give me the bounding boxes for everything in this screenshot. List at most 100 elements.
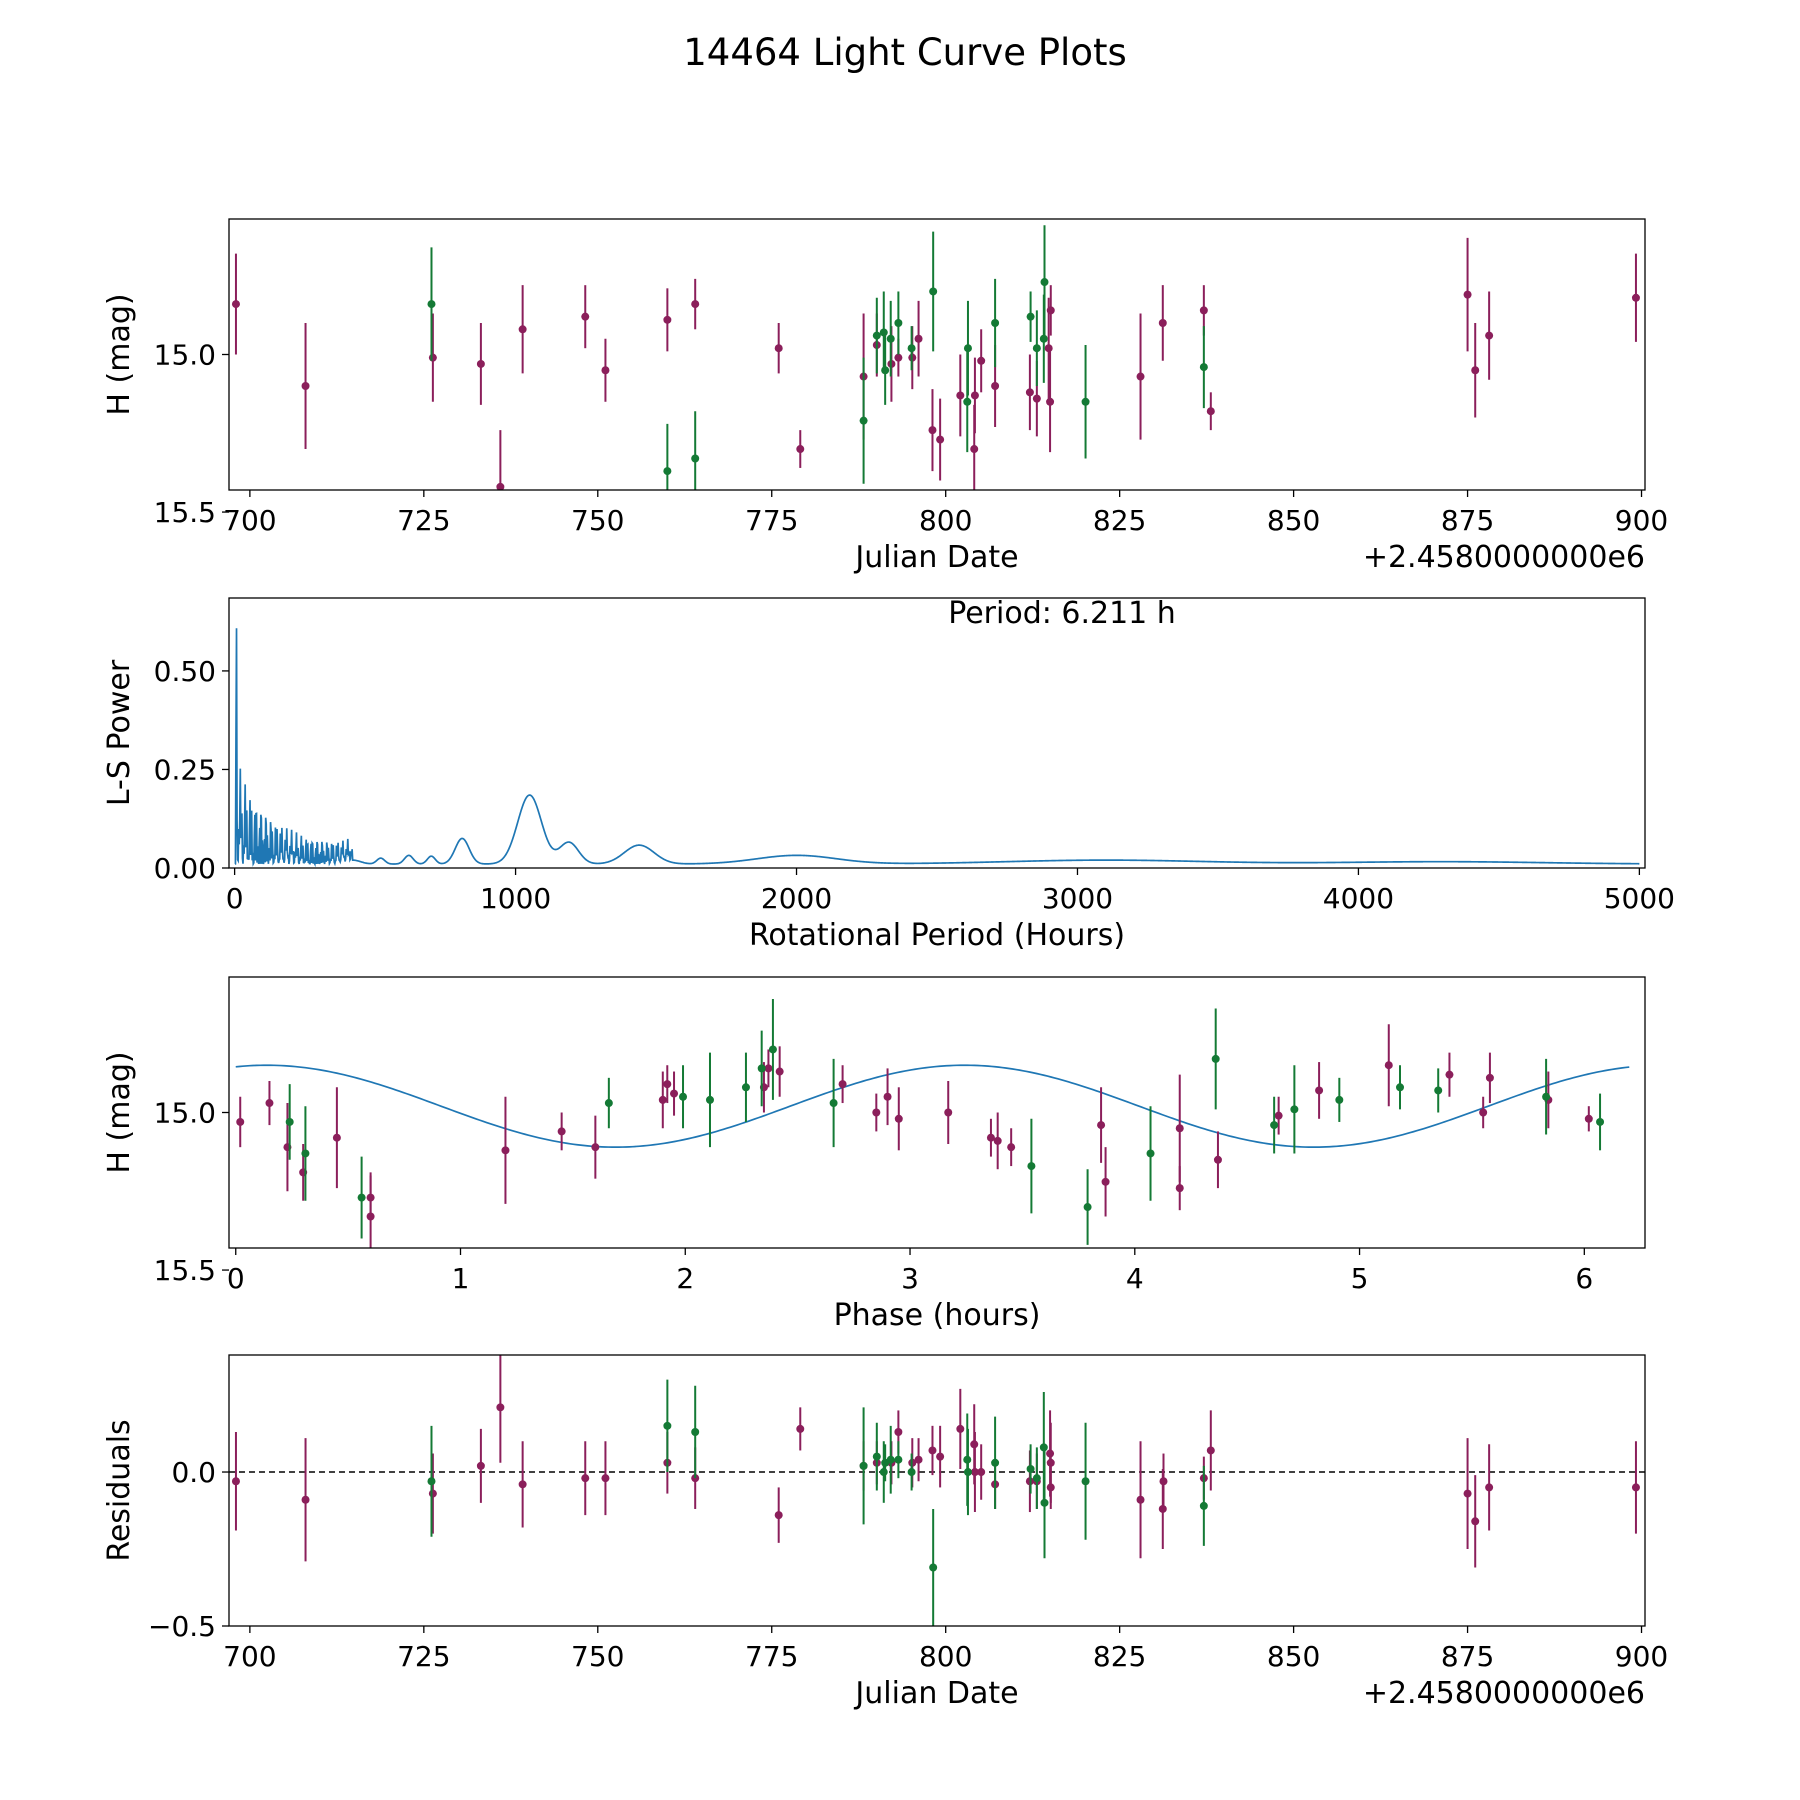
data-point xyxy=(764,1064,773,1073)
data-point xyxy=(894,1427,903,1436)
fit-curve xyxy=(235,1064,1630,1149)
data-point xyxy=(963,344,972,353)
data-point xyxy=(557,1127,566,1136)
x-tick-label: 4000 xyxy=(1323,882,1394,915)
data-point xyxy=(929,287,938,296)
data-point xyxy=(879,328,888,337)
data-point xyxy=(1159,1477,1168,1486)
data-point xyxy=(604,1099,613,1108)
x-axis-label: Julian Date xyxy=(853,1676,1018,1711)
data-point xyxy=(1471,1517,1480,1526)
data-point xyxy=(581,1474,590,1483)
x-tick-label: 0 xyxy=(226,882,244,915)
data-point xyxy=(285,1117,294,1126)
data-point xyxy=(1032,1474,1041,1483)
periodogram-plot-area xyxy=(234,628,1640,868)
periodogram-panel: 0 1000 2000 3000 4000 5000 0.00 0.25 0.50 Rotatio… xyxy=(102,596,1675,953)
x-tick-label: 900 xyxy=(1615,1640,1668,1673)
data-point xyxy=(705,1095,714,1104)
data-point xyxy=(679,1092,688,1101)
data-point xyxy=(663,1080,672,1089)
data-point xyxy=(301,1149,310,1158)
x-tick-label: 825 xyxy=(1093,1640,1146,1673)
data-point xyxy=(1199,1501,1208,1510)
period-annotation: Period: 6.211 h xyxy=(948,596,1176,631)
data-point xyxy=(829,1099,838,1108)
data-point xyxy=(928,426,937,435)
phased_curve-plot-area xyxy=(235,999,1630,1248)
data-point xyxy=(1175,1124,1184,1133)
y-tick-label: 0.00 xyxy=(154,852,216,885)
data-point xyxy=(231,1477,240,1486)
data-point xyxy=(914,1455,923,1464)
series-green xyxy=(427,225,1208,490)
data-point xyxy=(796,1424,805,1433)
data-point xyxy=(501,1146,510,1155)
y-tick-label: 0.25 xyxy=(154,753,216,786)
data-point xyxy=(476,359,485,368)
data-point xyxy=(670,1089,679,1098)
data-point xyxy=(1315,1086,1324,1095)
residuals-panel: 700 725 750 775 800 825 850 875 900 0.0 −0.5 Julian… xyxy=(102,1354,1668,1711)
y-axis-label: H (mag) xyxy=(102,293,137,415)
data-point xyxy=(963,397,972,406)
data-point xyxy=(1007,1143,1016,1152)
data-point xyxy=(774,344,783,353)
phased_curve-panel: 0 1 2 3 4 5 6 15.5 15.0 Phase (hours) H (mag) xyxy=(102,976,1646,1333)
data-point xyxy=(1596,1117,1605,1126)
data-point xyxy=(1290,1105,1299,1114)
data-point xyxy=(929,1563,938,1572)
data-point xyxy=(1046,1458,1055,1467)
data-point xyxy=(1199,306,1208,315)
data-point xyxy=(428,1489,437,1498)
data-point xyxy=(1081,397,1090,406)
data-point xyxy=(907,1468,916,1477)
data-point xyxy=(1026,312,1035,321)
data-point xyxy=(1083,1203,1092,1212)
data-point xyxy=(663,467,672,476)
x-tick-label: 775 xyxy=(745,1640,798,1673)
data-point xyxy=(1384,1061,1393,1070)
x-tick-label: 1000 xyxy=(480,882,551,915)
data-point xyxy=(1032,394,1041,403)
data-point xyxy=(956,1424,965,1433)
data-point xyxy=(914,334,923,343)
data-point xyxy=(1434,1086,1443,1095)
x-tick-label: 700 xyxy=(223,504,276,537)
light_curve-panel: 700 725 750 775 800 825 850 875 900 15.5 15.0 Julia… xyxy=(102,218,1668,575)
data-point xyxy=(757,1064,766,1073)
data-point xyxy=(427,300,436,309)
data-point xyxy=(886,334,895,343)
y-tick-label: 0.50 xyxy=(154,655,216,688)
x-tick-label: 825 xyxy=(1093,504,1146,537)
data-point xyxy=(944,1108,953,1117)
data-point xyxy=(859,1461,868,1470)
y-axis-label: L-S Power xyxy=(102,659,137,806)
data-point xyxy=(366,1212,375,1221)
data-point xyxy=(883,1092,892,1101)
data-point xyxy=(1396,1083,1405,1092)
data-point xyxy=(1335,1095,1344,1104)
data-point xyxy=(986,1133,995,1142)
data-point xyxy=(907,344,916,353)
y-tick-label: 15.5 xyxy=(154,496,216,529)
data-point xyxy=(894,353,903,362)
data-point xyxy=(496,1403,505,1412)
data-point xyxy=(1631,1483,1640,1492)
phased_curve-frame xyxy=(228,976,1646,1249)
data-point xyxy=(1631,293,1640,302)
data-point xyxy=(977,356,986,365)
data-point xyxy=(741,1083,750,1092)
light_curve-frame xyxy=(228,218,1646,491)
data-point xyxy=(970,391,979,400)
data-point xyxy=(1046,397,1055,406)
x-axis-label: Phase (hours) xyxy=(834,1298,1041,1333)
data-point xyxy=(601,1474,610,1483)
residuals-frame xyxy=(228,1354,1646,1627)
data-point xyxy=(1040,1498,1049,1507)
data-point xyxy=(1199,363,1208,372)
x-tick-label: 3000 xyxy=(1042,882,1113,915)
data-point xyxy=(663,1421,672,1430)
data-point xyxy=(993,1136,1002,1145)
